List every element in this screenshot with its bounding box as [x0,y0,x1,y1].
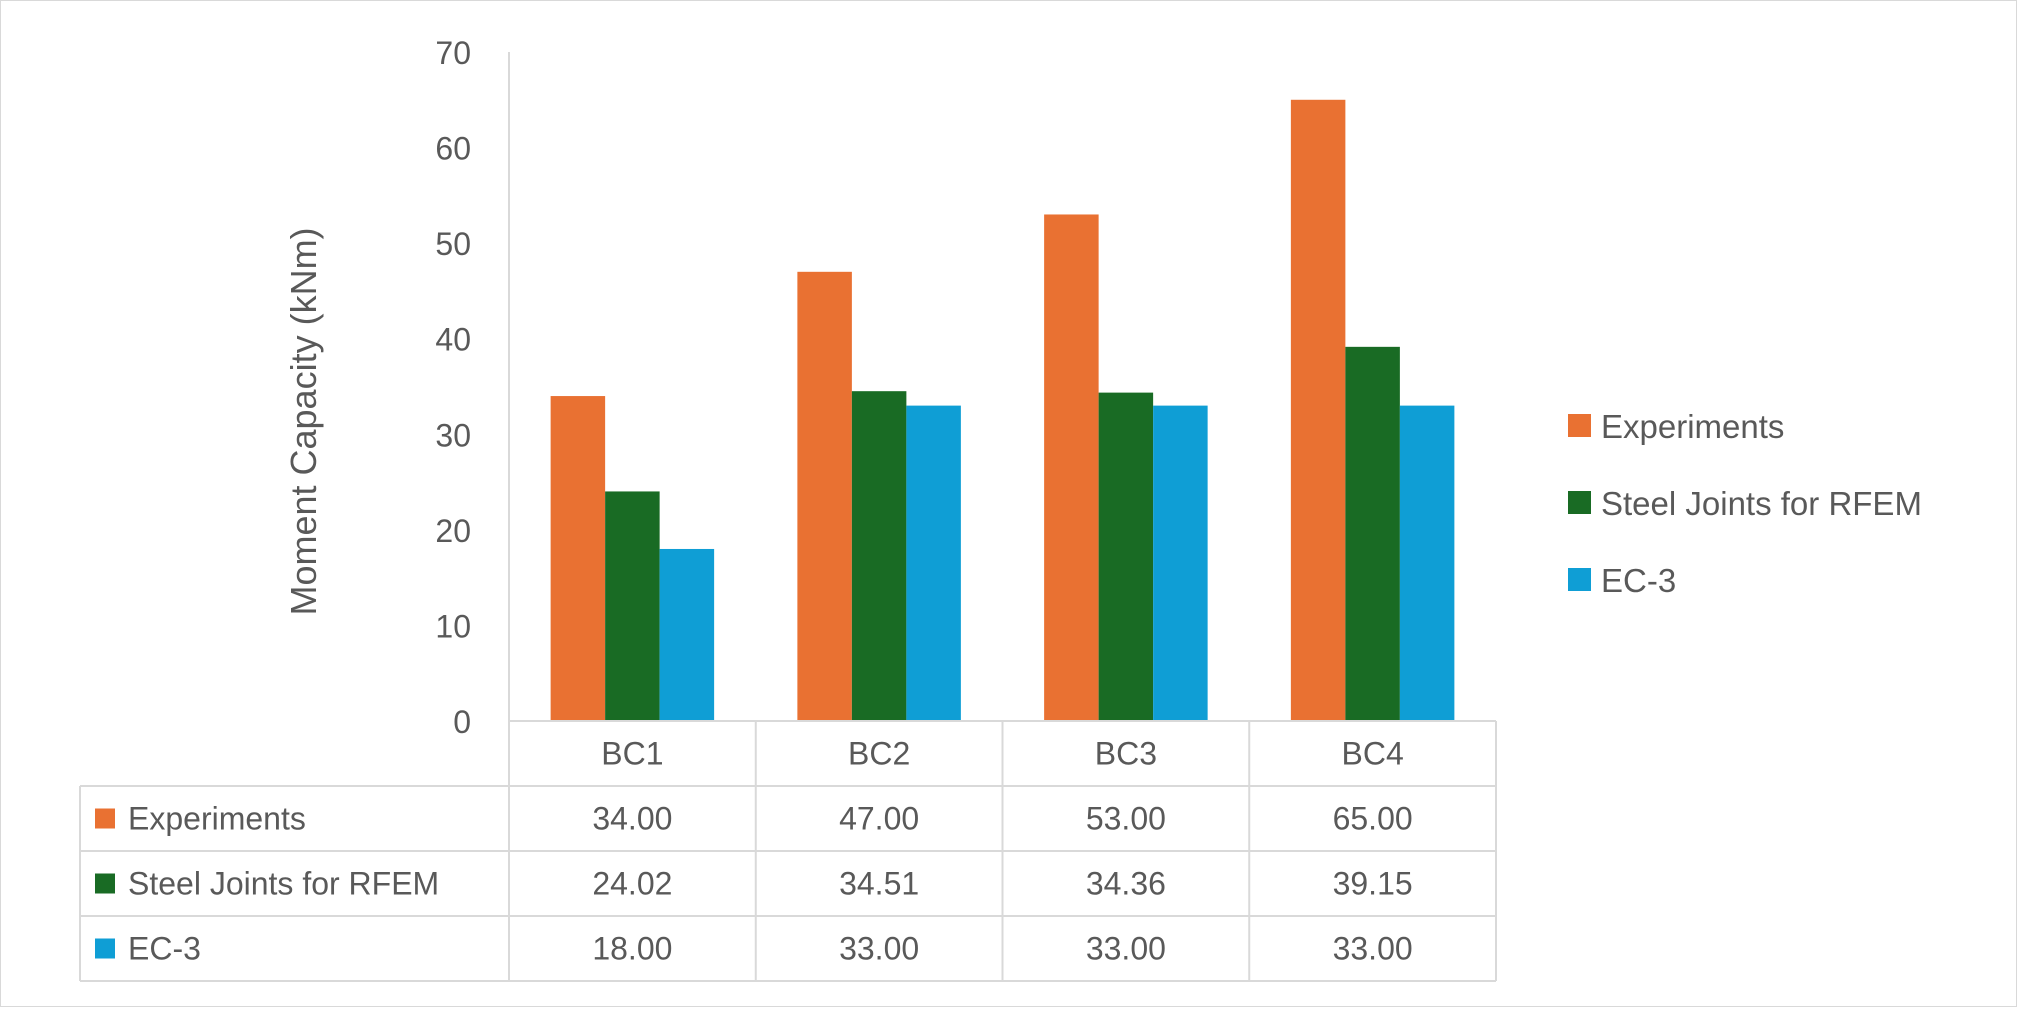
y-tick-label: 50 [435,226,471,262]
table-legend-key [95,938,115,959]
table-value: 65.00 [1333,801,1413,837]
bar-steel-joints-for-rfem-bc1 [605,491,660,721]
bars-layer [550,99,1455,722]
bar-steel-joints-for-rfem-bc2 [851,391,907,721]
table-series-label: Steel Joints for RFEM [128,866,439,902]
bar-ec-3-bc3 [1153,405,1208,721]
table-value: 34.00 [592,801,672,837]
legend-label: Experiments [1601,408,1784,445]
table-legend-key [95,808,115,829]
bar-ec-3-bc4 [1399,405,1455,721]
table-value: 47.00 [839,801,919,837]
y-tick-label: 30 [435,417,471,453]
y-tick-label: 40 [435,322,471,358]
table-value: 34.36 [1086,866,1166,902]
legend-swatch [1568,568,1591,591]
table-value: 24.02 [592,866,672,902]
bar-steel-joints-for-rfem-bc4 [1345,346,1400,721]
y-tick-label: 10 [435,608,471,644]
legend-swatch [1568,491,1591,514]
table-value: 34.51 [839,866,919,902]
table-value: 53.00 [1086,801,1166,837]
legend-label: EC-3 [1601,562,1676,599]
table-value: 33.00 [1333,931,1413,967]
bar-ec-3-bc1 [659,548,715,721]
table-value: 18.00 [592,931,672,967]
axes-layer: 0 10 20 30 40 50 60 70 Moment Capacity (kNm) [283,35,510,740]
legend: Experiments Steel Joints for RFEM EC-3 [1568,408,1922,599]
data-table: BC1 BC2 BC3 BC4 Experiments 34.00 47.00 53.00 65… [79,720,1497,982]
table-legend-key [95,873,115,894]
category-label: BC2 [848,736,910,772]
category-label: BC4 [1342,736,1404,772]
y-axis-title: Moment Capacity (kNm) [283,227,324,615]
bar-steel-joints-for-rfem-bc3 [1098,392,1154,721]
y-tick-label: 70 [435,35,471,71]
bar-ec-3-bc2 [906,405,961,721]
table-value: 39.15 [1333,866,1413,902]
table-value: 33.00 [839,931,919,967]
bar-experiments-bc1 [550,396,606,721]
category-label: BC1 [601,736,663,772]
table-series-label: Experiments [128,801,306,837]
category-label: BC3 [1095,736,1157,772]
table-value: 33.00 [1086,931,1166,967]
bar-experiments-bc4 [1290,99,1346,722]
table-series-label: EC-3 [128,931,201,967]
legend-swatch [1568,414,1591,437]
y-tick-label: 0 [453,704,471,740]
legend-label: Steel Joints for RFEM [1601,485,1922,522]
y-tick-label: 20 [435,513,471,549]
bar-experiments-bc2 [797,271,852,721]
bar-experiments-bc3 [1044,214,1099,721]
y-tick-label: 60 [435,131,471,167]
